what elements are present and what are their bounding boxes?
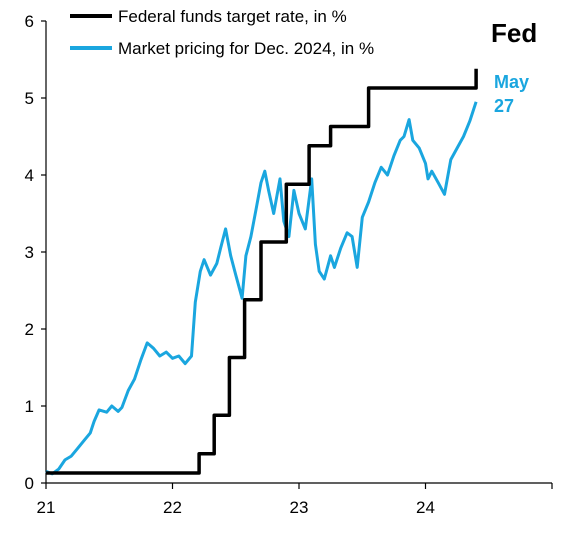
- series-line-fed-rate: [46, 68, 478, 475]
- legend: Federal funds target rate, in % Market p…: [70, 7, 374, 58]
- x-axis: 21 22 23 24: [37, 482, 553, 517]
- series-lines: [45, 68, 478, 476]
- y-tick-label: 2: [25, 320, 34, 339]
- y-tick-label: 0: [25, 474, 34, 493]
- x-tick-label: 23: [290, 498, 309, 517]
- y-tick-label: 4: [25, 166, 34, 185]
- series-line-market-pricing: [45, 101, 478, 476]
- annotation-line1: May: [494, 72, 529, 92]
- y-axis: 0 1 2 3 4 5 6: [25, 12, 47, 493]
- x-tick-label: 21: [37, 498, 56, 517]
- y-tick-label: 3: [25, 243, 34, 262]
- y-tick-label: 5: [25, 89, 34, 108]
- x-tick-label: 22: [163, 498, 182, 517]
- y-tick-label: 6: [25, 12, 34, 31]
- legend-label-market-pricing: Market pricing for Dec. 2024, in %: [118, 39, 374, 58]
- y-tick-label: 1: [25, 397, 34, 416]
- annotation-line2: 27: [494, 96, 514, 116]
- chart-title: Fed: [491, 18, 537, 48]
- legend-label-fed-rate: Federal funds target rate, in %: [118, 7, 347, 26]
- x-tick-label: 24: [416, 498, 435, 517]
